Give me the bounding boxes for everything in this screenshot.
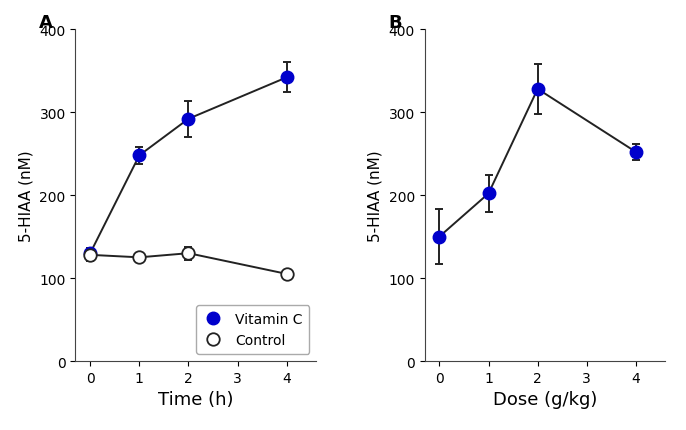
X-axis label: Dose (g/kg): Dose (g/kg) bbox=[493, 390, 598, 408]
Control bbox=[283, 272, 291, 277]
Text: B: B bbox=[388, 13, 402, 31]
Legend: Vitamin C, Control: Vitamin C, Control bbox=[196, 306, 309, 354]
Vitamin C bbox=[283, 76, 291, 81]
Line: Vitamin C: Vitamin C bbox=[84, 72, 293, 260]
Vitamin C bbox=[185, 117, 193, 122]
X-axis label: Time (h): Time (h) bbox=[158, 390, 234, 408]
Text: A: A bbox=[39, 13, 54, 31]
Control bbox=[135, 255, 143, 260]
Control bbox=[185, 251, 193, 256]
Vitamin C bbox=[86, 251, 94, 256]
Y-axis label: 5-HIAA (nM): 5-HIAA (nM) bbox=[368, 150, 383, 241]
Vitamin C bbox=[135, 154, 143, 159]
Y-axis label: 5-HIAA (nM): 5-HIAA (nM) bbox=[19, 150, 34, 241]
Line: Control: Control bbox=[84, 247, 293, 280]
Control bbox=[86, 253, 94, 258]
